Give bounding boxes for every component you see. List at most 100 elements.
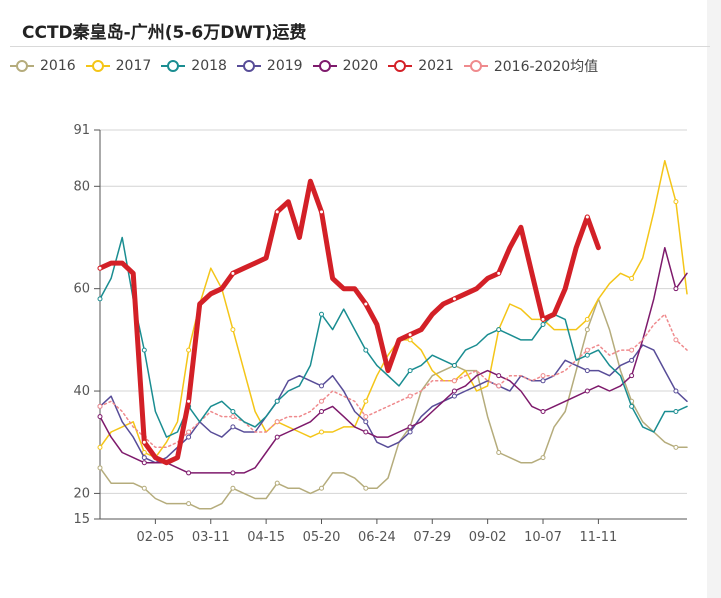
data-point[interactable] [496, 449, 502, 455]
legend-item[interactable]: 2019 [236, 58, 303, 74]
data-point[interactable] [230, 270, 236, 276]
data-point[interactable] [540, 455, 546, 461]
data-point[interactable] [319, 429, 325, 435]
data-point[interactable] [97, 465, 103, 471]
data-point[interactable] [496, 327, 502, 333]
data-point[interactable] [407, 424, 413, 430]
data-point[interactable] [363, 347, 369, 353]
series-2018 [97, 236, 688, 438]
data-point[interactable] [584, 347, 590, 353]
data-point[interactable] [451, 296, 457, 302]
data-point[interactable] [97, 403, 103, 409]
data-point[interactable] [186, 470, 192, 476]
data-point[interactable] [186, 434, 192, 440]
data-point[interactable] [97, 414, 103, 420]
data-point[interactable] [673, 199, 679, 205]
data-point[interactable] [629, 373, 635, 379]
x-tick-label: 02-05 [136, 530, 174, 545]
data-point[interactable] [496, 373, 502, 379]
data-point[interactable] [540, 322, 546, 327]
data-point[interactable] [274, 419, 280, 425]
series-line[interactable] [97, 178, 601, 466]
data-point[interactable] [673, 409, 679, 415]
data-point[interactable] [363, 301, 369, 307]
data-point[interactable] [629, 275, 635, 281]
data-point[interactable] [540, 409, 546, 415]
data-point[interactable] [319, 383, 325, 389]
data-point[interactable] [629, 403, 635, 409]
data-point[interactable] [274, 434, 280, 440]
data-point[interactable] [141, 485, 147, 491]
data-point[interactable] [141, 439, 147, 445]
legend-item[interactable]: 2016 [10, 58, 76, 74]
legend-label: 2016-2020均值 [493, 59, 599, 75]
data-point[interactable] [496, 383, 502, 389]
data-point[interactable] [673, 388, 679, 394]
data-point[interactable] [274, 398, 280, 404]
data-point[interactable] [141, 455, 147, 461]
data-point[interactable] [363, 419, 369, 425]
data-point[interactable] [673, 337, 679, 343]
data-point[interactable] [451, 378, 457, 384]
data-point[interactable] [230, 414, 236, 420]
data-point[interactable] [407, 368, 413, 374]
data-point[interactable] [584, 368, 590, 374]
data-point[interactable] [186, 398, 192, 404]
data-point[interactable] [319, 409, 325, 415]
data-point[interactable] [584, 327, 590, 333]
legend-item[interactable]: 2020 [312, 58, 378, 74]
data-point[interactable] [319, 311, 325, 317]
data-point[interactable] [97, 296, 103, 302]
data-point[interactable] [407, 337, 413, 343]
data-point[interactable] [584, 214, 590, 220]
data-point[interactable] [363, 429, 369, 435]
data-point[interactable] [629, 357, 635, 363]
series-line[interactable] [99, 298, 688, 510]
data-point[interactable] [540, 378, 546, 384]
data-point[interactable] [141, 460, 147, 466]
data-point[interactable] [186, 347, 192, 353]
legend-item[interactable]: 2017 [85, 58, 151, 74]
series-2021 [97, 178, 601, 466]
data-point[interactable] [451, 388, 457, 394]
data-point[interactable] [673, 286, 679, 292]
data-point[interactable] [230, 327, 236, 333]
data-point[interactable] [363, 398, 369, 404]
legend-swatch-icon [10, 60, 34, 72]
legend-swatch-icon [161, 60, 186, 72]
legend-swatch-icon [85, 60, 110, 72]
data-point[interactable] [629, 347, 635, 353]
data-point[interactable] [407, 393, 413, 399]
data-point[interactable] [540, 373, 546, 379]
data-point[interactable] [673, 444, 679, 450]
legend-item[interactable]: 2021 [388, 58, 454, 74]
data-point[interactable] [97, 444, 103, 450]
data-point[interactable] [584, 316, 590, 322]
data-point[interactable] [319, 209, 325, 215]
data-point[interactable] [451, 362, 457, 368]
data-point[interactable] [584, 352, 590, 358]
data-point[interactable] [407, 429, 413, 435]
scrollbar-track[interactable] [707, 0, 721, 598]
data-point[interactable] [230, 409, 236, 415]
data-point[interactable] [274, 209, 280, 215]
data-point[interactable] [319, 485, 325, 491]
data-point[interactable] [496, 270, 502, 276]
data-point[interactable] [274, 480, 280, 486]
data-point[interactable] [540, 316, 546, 322]
legend-item[interactable]: 2016-2020均值 [463, 56, 599, 76]
data-point[interactable] [141, 347, 147, 353]
data-point[interactable] [230, 424, 236, 430]
data-point[interactable] [186, 429, 192, 435]
data-point[interactable] [230, 485, 236, 491]
data-point[interactable] [97, 265, 103, 271]
data-point[interactable] [451, 393, 457, 399]
data-point[interactable] [407, 332, 413, 338]
data-point[interactable] [230, 470, 236, 476]
data-point[interactable] [363, 485, 369, 491]
data-point[interactable] [319, 398, 325, 404]
data-point[interactable] [363, 414, 369, 420]
data-point[interactable] [584, 388, 590, 394]
legend-item[interactable]: 2018 [161, 58, 227, 74]
data-point[interactable] [186, 501, 192, 507]
